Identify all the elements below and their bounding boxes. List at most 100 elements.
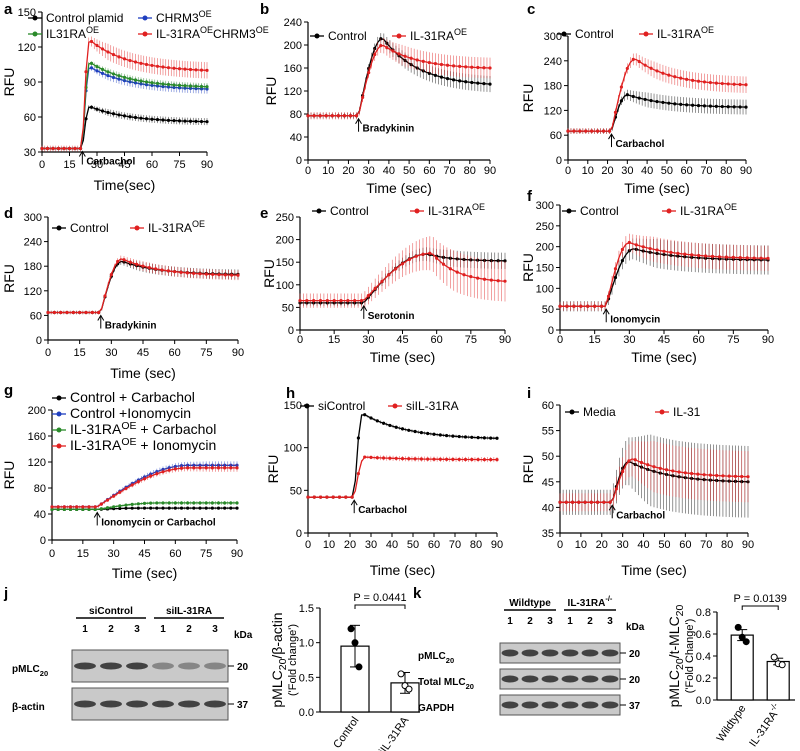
data-point: [62, 507, 66, 512]
data-point: [565, 304, 569, 308]
data-point: [455, 270, 459, 274]
data-point: [331, 495, 335, 499]
data-point: [173, 506, 177, 510]
data-point: [403, 54, 407, 58]
data-point: [59, 310, 63, 315]
legend: Media IL-31: [565, 405, 701, 419]
data-point: [192, 501, 196, 505]
y-tick-label: 100: [276, 280, 294, 292]
legend-entry: Control: [575, 27, 614, 41]
x-tick-label: 70: [449, 539, 461, 551]
blot-band: [581, 649, 599, 657]
data-point: [142, 477, 147, 481]
series-3: [50, 463, 239, 509]
bar: [390, 682, 420, 713]
data-point: [596, 500, 600, 504]
data-point: [710, 254, 715, 259]
data-point: [50, 507, 54, 512]
data-point: [117, 74, 121, 78]
y-tick-label: 100: [284, 443, 302, 455]
data-point: [438, 457, 442, 461]
data-point: [648, 246, 652, 251]
legend-marker: [314, 33, 320, 39]
legend: Control IL-31RAOE​: [310, 27, 467, 43]
chart-panel-c: c 0 10 20 30 40 50 60 70 80 90 0 60 120 180 240 300 Time …: [520, 1, 752, 196]
data-point: [298, 299, 302, 303]
x-tick-label: 40: [383, 165, 395, 177]
data-point: [586, 304, 590, 308]
data-point: [600, 304, 604, 308]
data-point: [394, 425, 398, 429]
p-value: P = 0.0441: [353, 592, 406, 604]
data-point: [621, 469, 625, 474]
data-point: [183, 119, 187, 123]
data-point: [139, 79, 143, 83]
x-tick-label: 60: [423, 165, 435, 177]
data-point: [188, 119, 193, 123]
data-point: [342, 114, 346, 118]
data-point: [230, 273, 234, 277]
data-point: [150, 63, 154, 68]
data-point: [130, 483, 134, 487]
x-tick-label: 30: [623, 334, 635, 346]
data-point: [112, 494, 116, 498]
x-tick-label: 90: [740, 165, 752, 177]
data-point: [627, 240, 631, 245]
data-point: [655, 248, 659, 252]
data-point: [671, 469, 675, 473]
stimulus-label: Ionomycin or Carbachol: [101, 517, 216, 528]
data-point: [199, 84, 204, 89]
data-point: [87, 507, 91, 512]
y-tick-label: 0.6: [696, 629, 711, 641]
data-point: [161, 470, 165, 474]
significance-bracket: [741, 605, 779, 610]
lane-number: 1: [507, 616, 513, 627]
x-tick-label: 90: [232, 347, 244, 359]
data-point: [346, 299, 350, 303]
data-point: [714, 104, 718, 108]
data-point: [204, 272, 208, 276]
legend-marker: [396, 33, 402, 39]
data-point: [150, 117, 154, 121]
data-point: [451, 434, 455, 438]
blot-band: [74, 662, 96, 670]
y-tick-label: 0: [296, 528, 302, 540]
data-point: [106, 70, 110, 74]
stimulus-arrowhead: [360, 304, 368, 312]
data-point: [144, 62, 149, 67]
legend-marker: [643, 31, 649, 37]
legend-entry: siControl: [318, 399, 365, 413]
y-tick-label: 150: [536, 263, 554, 275]
data-point: [155, 501, 159, 505]
data-point: [198, 501, 202, 505]
data-point: [306, 114, 310, 118]
stimulus-arrowhead: [608, 133, 615, 140]
data-point: [229, 506, 233, 510]
y-axis-label: RFU: [265, 455, 281, 484]
data-point: [109, 272, 113, 277]
blot-strip: [71, 687, 229, 721]
data-point: [130, 506, 134, 510]
blot-band: [126, 662, 148, 670]
y-tick-label: 60: [30, 310, 42, 322]
data-point: [646, 463, 650, 467]
data-point: [204, 501, 208, 505]
data-point: [415, 58, 419, 62]
data-point: [312, 114, 316, 118]
data-point: [106, 110, 110, 115]
data-point: [75, 505, 79, 509]
data-point: [720, 104, 724, 109]
x-tick-label: 50: [403, 165, 415, 177]
y-tick-label: 160: [284, 63, 302, 75]
data-point: [387, 273, 391, 277]
data-point: [95, 64, 99, 69]
data-point: [744, 83, 748, 87]
data-point: [67, 146, 72, 151]
y-tick-label: 200: [536, 242, 554, 254]
lane-number: 1: [567, 616, 573, 627]
data-point: [676, 251, 680, 255]
data-point: [427, 71, 431, 75]
x-tick-label: 70: [700, 539, 712, 551]
data-point: [400, 427, 405, 431]
data-point: [130, 502, 134, 506]
